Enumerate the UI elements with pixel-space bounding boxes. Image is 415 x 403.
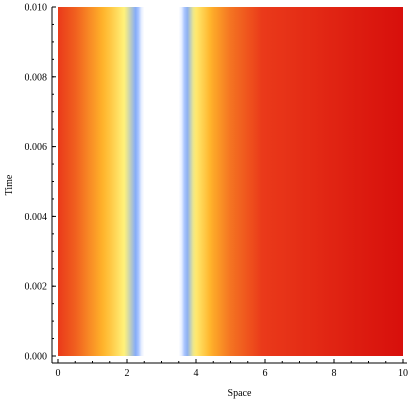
- x-tick-label: 4: [194, 368, 199, 379]
- x-tick-label: 10: [398, 368, 408, 379]
- x-axis-ticks: 0 2 4 6 8 10: [56, 359, 408, 379]
- x-tick-label: 6: [263, 368, 268, 379]
- y-tick-label: 0.000: [25, 352, 48, 363]
- y-tick-label: 0.006: [25, 142, 48, 153]
- y-tick-label: 0.004: [25, 212, 48, 223]
- y-axis-ticks: 0.000 0.002 0.004 0.006 0.008 0.010: [25, 3, 56, 363]
- plot-frame: [51, 7, 407, 364]
- y-tick-label: 0.010: [25, 3, 48, 14]
- y-axis-title: Time: [4, 174, 15, 195]
- x-tick-label: 2: [125, 368, 130, 379]
- x-tick-label: 8: [332, 368, 337, 379]
- y-tick-label: 0.008: [25, 72, 48, 83]
- x-axis-title: Space: [228, 388, 252, 399]
- y-tick-label: 0.002: [25, 282, 48, 293]
- heatmap-field: [58, 7, 403, 356]
- x-tick-label: 0: [56, 368, 61, 379]
